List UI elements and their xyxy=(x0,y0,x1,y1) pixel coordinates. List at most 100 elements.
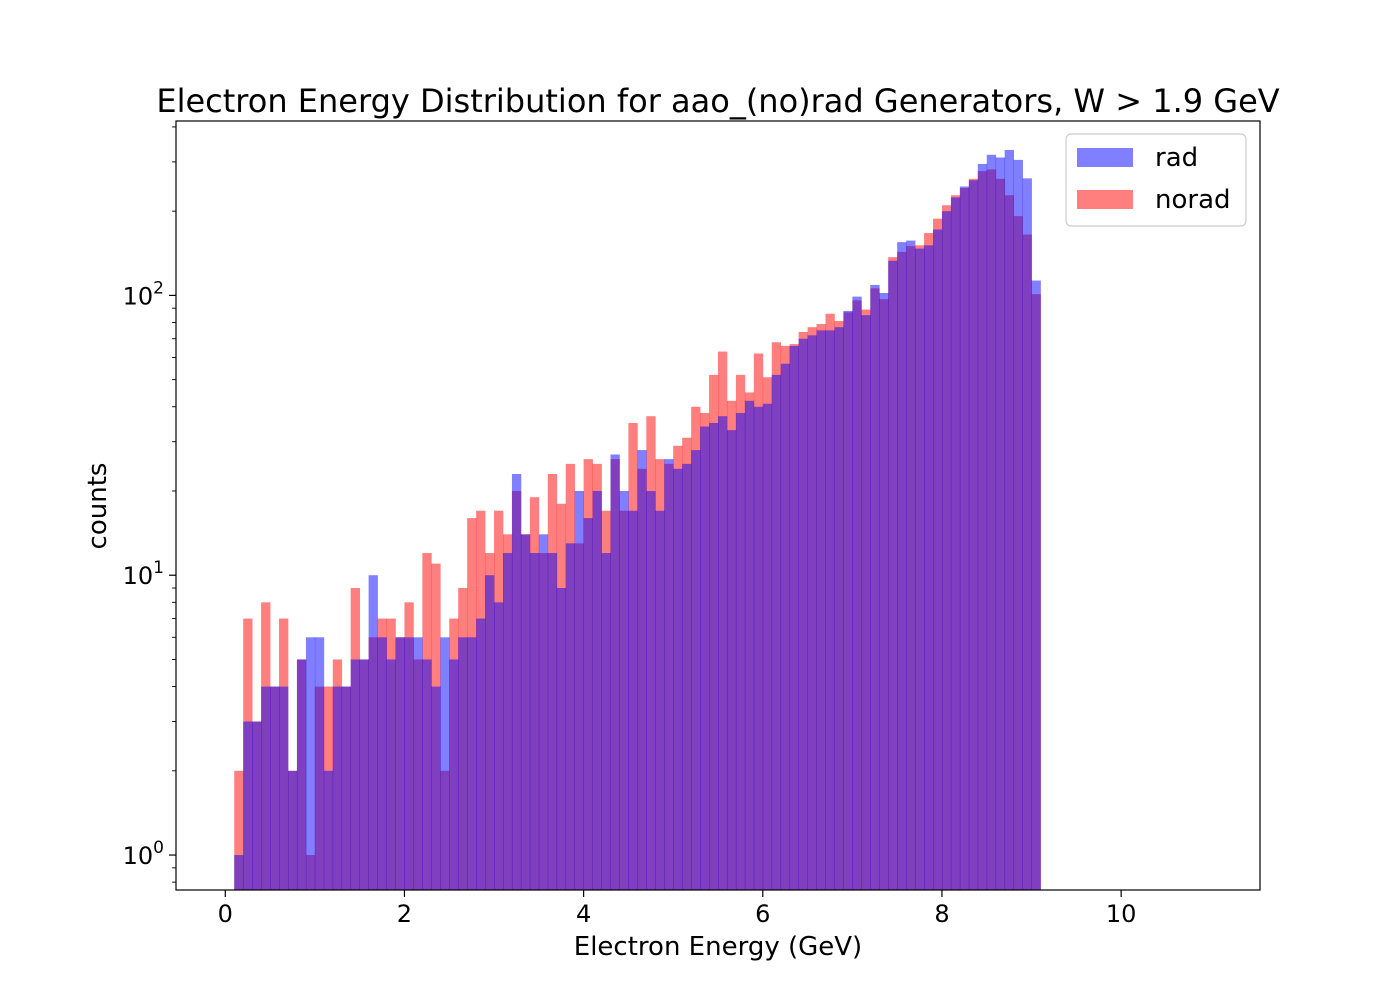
bar-rad-37 xyxy=(565,543,576,890)
legend-swatch-rad xyxy=(1077,148,1133,167)
bar-norad-0 xyxy=(234,770,244,890)
x-tick-label-3: 6 xyxy=(755,900,770,928)
bar-rad-62 xyxy=(789,345,799,890)
legend-label-rad: rad xyxy=(1155,143,1198,173)
bar-rad-61 xyxy=(780,363,791,891)
bar-rad-70 xyxy=(861,315,871,890)
bar-rad-45 xyxy=(637,450,647,890)
bar-rad-77 xyxy=(924,245,934,890)
bar-rad-31 xyxy=(511,474,522,890)
bar-rad-0 xyxy=(234,855,244,890)
x-tick-label-0: 0 xyxy=(218,900,233,928)
bar-rad-88 xyxy=(1022,178,1032,891)
bar-rad-78 xyxy=(933,229,943,891)
bar-rad-58 xyxy=(753,406,764,890)
bar-rad-79 xyxy=(941,211,952,890)
bar-rad-19 xyxy=(404,637,414,890)
bar-rad-27 xyxy=(476,618,486,890)
chart-title: Electron Energy Distribution for aao_(no… xyxy=(156,82,1279,120)
bar-rad-82 xyxy=(968,180,979,891)
bar-rad-38 xyxy=(574,490,584,890)
bar-rad-15 xyxy=(368,575,378,890)
bar-rad-2 xyxy=(252,721,262,890)
plot-area-frame xyxy=(175,120,1261,891)
bar-rad-40 xyxy=(592,490,602,890)
bar-rad-35 xyxy=(547,553,558,890)
bar-rad-25 xyxy=(458,637,468,890)
bar-rad-76 xyxy=(915,248,925,890)
x-tick-label-1: 2 xyxy=(397,900,412,928)
bar-rad-11 xyxy=(332,686,343,890)
bar-rad-52 xyxy=(700,426,710,890)
y-tick-label-1: 101 xyxy=(123,558,164,590)
x-tick-label-2: 4 xyxy=(576,900,591,928)
y-axis-title: counts xyxy=(83,463,113,550)
bar-rad-1 xyxy=(243,721,253,890)
bar-rad-34 xyxy=(538,534,549,890)
bar-rad-42 xyxy=(610,454,620,890)
bar-rad-85 xyxy=(995,157,1006,890)
bar-rad-59 xyxy=(762,403,773,890)
bar-rad-30 xyxy=(502,553,513,890)
bar-rad-18 xyxy=(395,637,405,890)
bar-rad-29 xyxy=(494,602,504,890)
bar-rad-89 xyxy=(1031,280,1041,890)
bar-rad-83 xyxy=(977,163,988,890)
bar-rad-81 xyxy=(959,186,970,890)
bar-rad-64 xyxy=(807,335,817,890)
bar-rad-48 xyxy=(664,459,674,890)
bar-rad-54 xyxy=(718,416,728,890)
x-tick-label-4: 8 xyxy=(934,900,949,928)
bar-rad-69 xyxy=(852,296,862,890)
bar-rad-26 xyxy=(467,637,477,890)
bar-rad-55 xyxy=(726,430,737,890)
bar-rad-86 xyxy=(1004,149,1014,890)
bar-rad-3 xyxy=(261,686,271,890)
bar-rad-72 xyxy=(879,292,889,890)
bar-rad-20 xyxy=(413,637,423,890)
bar-rad-65 xyxy=(816,330,826,890)
bar-rad-87 xyxy=(1013,159,1023,890)
bar-rad-32 xyxy=(520,534,531,890)
bar-rad-80 xyxy=(950,197,961,890)
bar-rad-8 xyxy=(305,637,316,890)
bar-rad-43 xyxy=(619,490,629,890)
bar-rad-22 xyxy=(431,686,441,890)
bar-rad-10 xyxy=(323,770,334,890)
bar-rad-50 xyxy=(682,463,692,890)
bar-rad-73 xyxy=(888,260,898,890)
bar-rad-74 xyxy=(897,242,907,890)
legend-swatch-norad xyxy=(1077,190,1133,209)
bar-rad-67 xyxy=(834,327,844,890)
bar-rad-84 xyxy=(986,154,997,890)
bar-rad-5 xyxy=(279,686,289,890)
bar-rad-16 xyxy=(377,637,387,890)
bar-rad-57 xyxy=(744,400,755,890)
bar-rad-14 xyxy=(359,659,369,890)
x-tick-label-5: 10 xyxy=(1106,900,1137,928)
bar-rad-13 xyxy=(350,659,360,890)
bar-rad-36 xyxy=(556,588,567,890)
bar-rad-46 xyxy=(646,490,656,890)
bar-rad-68 xyxy=(843,310,853,890)
bar-rad-21 xyxy=(422,659,432,890)
bar-rad-60 xyxy=(771,374,782,890)
bar-rad-9 xyxy=(314,637,325,890)
bar-rad-4 xyxy=(270,686,280,890)
bar-rad-66 xyxy=(825,330,835,890)
bar-rad-6 xyxy=(287,770,298,890)
bar-rad-51 xyxy=(691,450,701,890)
bar-rad-39 xyxy=(583,518,593,890)
bar-rad-71 xyxy=(870,284,880,890)
rad-bars xyxy=(234,149,1041,891)
bar-rad-33 xyxy=(529,553,540,890)
bar-rad-47 xyxy=(655,510,665,890)
bar-rad-17 xyxy=(386,659,396,890)
bar-rad-24 xyxy=(449,659,459,890)
legend-label-norad: norad xyxy=(1155,185,1231,215)
bar-rad-28 xyxy=(485,575,495,890)
x-axis-ticks: 0 2 4 6 8 10 xyxy=(218,890,1137,928)
bar-rad-49 xyxy=(673,468,683,890)
bar-rad-56 xyxy=(735,412,746,890)
